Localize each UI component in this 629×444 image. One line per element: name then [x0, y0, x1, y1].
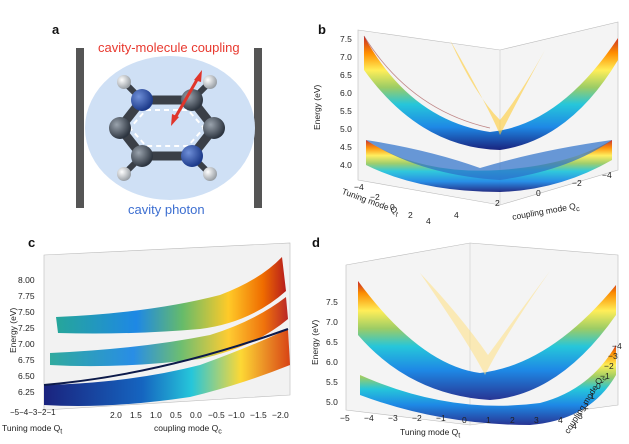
transition-dipole-arrow	[171, 70, 202, 126]
panel-c-label: c	[28, 235, 36, 250]
x2-tick: 2	[584, 401, 589, 411]
x1-ticks: −5−4−3−2−1	[10, 408, 56, 417]
x2-tick: 2.0	[110, 410, 122, 420]
panel-d-plot	[345, 242, 619, 426]
x2-tick: −4	[602, 170, 612, 180]
y-tick: 8.00	[18, 275, 35, 285]
x1-tick: −1	[436, 413, 446, 423]
y-tick: 6.5	[340, 70, 352, 80]
x1-tick: 2	[408, 210, 413, 220]
y-tick: 7.0	[326, 317, 338, 327]
x2-tick: −0.5	[208, 410, 225, 420]
x2-tick: 2	[495, 198, 500, 208]
panel-c-ylabel: Energy (eV)	[8, 307, 18, 353]
x2-tick: −1.5	[250, 410, 267, 420]
panel-b-label: b	[318, 22, 326, 37]
x1-tick: −3	[388, 413, 398, 423]
panel-d-ylabel: Energy (eV)	[310, 319, 320, 365]
cavity-bubble	[85, 56, 255, 200]
y-tick: 7.75	[18, 291, 35, 301]
x1-tick: 1	[486, 415, 491, 425]
y-tick: 7.5	[340, 34, 352, 44]
x2-tick: 0.0	[190, 410, 202, 420]
x2-tick: −2	[604, 361, 614, 371]
x2-tick: −1.0	[228, 410, 245, 420]
panel-a: a	[0, 0, 300, 220]
panel-c: c Energy (eV)	[0, 225, 300, 444]
x1-tick: −5	[340, 413, 350, 423]
y-tick: 6.5	[326, 337, 338, 347]
x1-tick: −2	[412, 413, 422, 423]
y-tick: 7.25	[18, 323, 35, 333]
y-tick: 5.0	[340, 124, 352, 134]
x2-tick: 0	[536, 188, 541, 198]
x2-tick: −2	[572, 178, 582, 188]
panel-c-x2-label: coupling mode Qc	[154, 423, 222, 436]
panel-d-x1-label: Tuning mode Qt	[400, 427, 461, 440]
x2-tick: −3	[608, 351, 618, 361]
y-tick: 6.0	[340, 88, 352, 98]
y-tick: 6.25	[18, 387, 35, 397]
y-tick: 6.75	[18, 355, 35, 365]
x2-tick: 1.0	[150, 410, 162, 420]
panel-c-plot	[43, 242, 291, 411]
panel-a-top-text: cavity-molecule coupling	[98, 40, 240, 55]
x1-tick: −4	[364, 413, 374, 423]
y-tick: 7.50	[18, 307, 35, 317]
x1-tick: 4	[426, 216, 431, 226]
panel-b-plot	[357, 21, 619, 206]
mirror-right	[254, 48, 262, 208]
x1-tick: 0	[462, 415, 467, 425]
x1-tick: −2	[370, 192, 380, 202]
x2-tick: 1	[590, 391, 595, 401]
panel-a-illustration	[76, 48, 262, 208]
y-tick: 7.5	[326, 297, 338, 307]
y-tick: 4.0	[340, 160, 352, 170]
x2-tick: −1	[600, 371, 610, 381]
x2-tick: 3	[578, 411, 583, 421]
panel-d: d Energy (eV) 7.5 7.0 6.5 6.0 5.5 5.0 −5…	[300, 225, 629, 444]
x1-tick: 2	[510, 415, 515, 425]
x2-tick: −4	[612, 341, 622, 351]
mirror-left	[76, 48, 84, 208]
panel-a-bottom-text: cavity photon	[128, 202, 205, 217]
x2-tick: 1.5	[130, 410, 142, 420]
x2-tick: 0.5	[170, 410, 182, 420]
x2-tick: 4	[572, 421, 577, 431]
x2-tick: −2.0	[272, 410, 289, 420]
x1-tick: 0	[390, 202, 395, 212]
y-tick: 5.5	[326, 377, 338, 387]
x2-tick: 4	[454, 210, 459, 220]
panel-b-ylabel: Energy (eV)	[312, 84, 322, 130]
panel-c-x1-label: Tuning mode Qt	[2, 423, 63, 436]
y-tick: 5.0	[326, 397, 338, 407]
x1-tick: 3	[534, 415, 539, 425]
x1-tick: 4	[558, 415, 563, 425]
y-tick: 7.00	[18, 339, 35, 349]
x1-tick: −4	[354, 182, 364, 192]
panel-a-label: a	[52, 22, 60, 37]
x2-tick: 0	[596, 381, 601, 391]
y-tick: 6.0	[326, 357, 338, 367]
panel-b: b Energy (eV) 7.5 7.0 6.5 6.0 5.	[300, 0, 629, 230]
y-tick: 5.5	[340, 106, 352, 116]
y-tick: 6.50	[18, 371, 35, 381]
panel-d-label: d	[312, 235, 320, 250]
y-tick: 4.5	[340, 142, 352, 152]
y-tick: 7.0	[340, 52, 352, 62]
